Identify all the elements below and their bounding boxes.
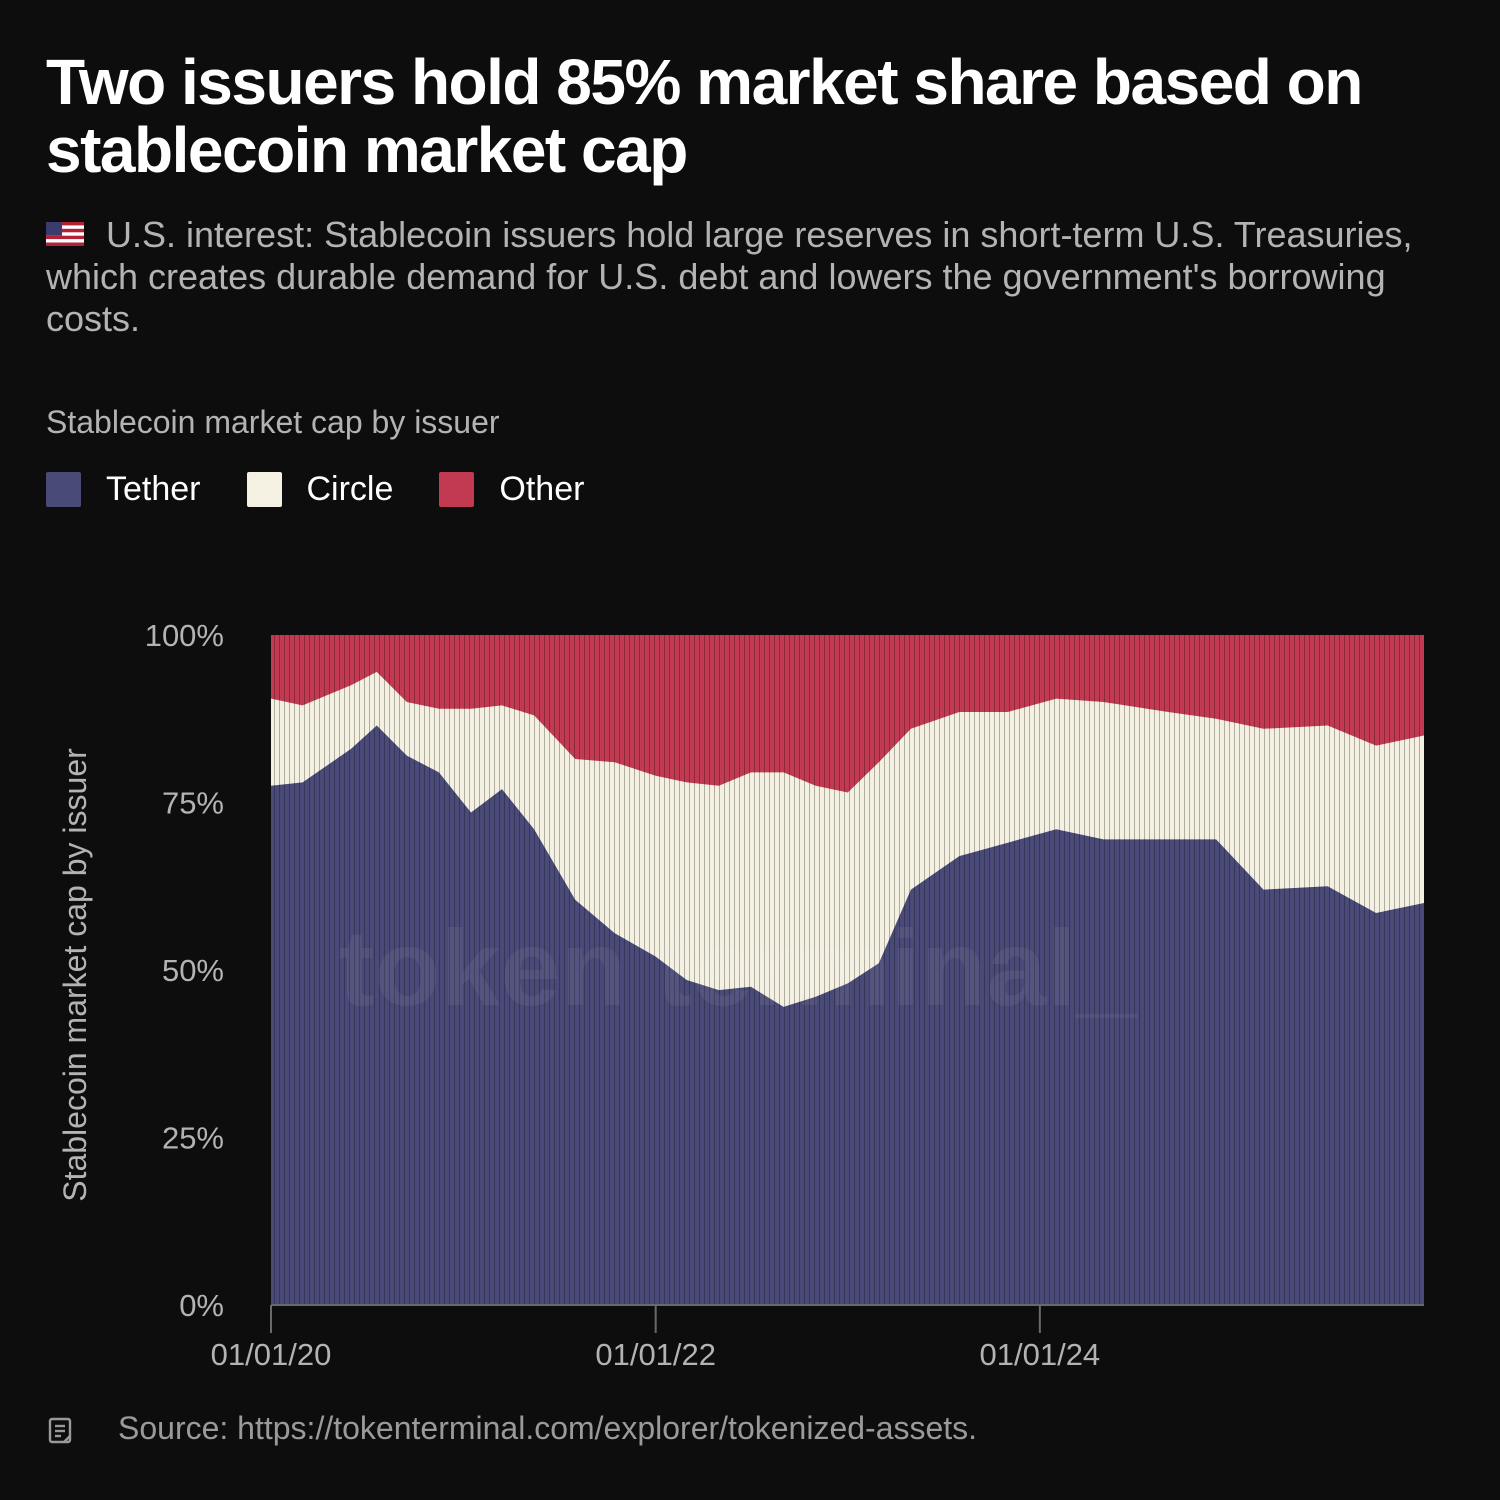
source: Source: https://tokenterminal.com/explor… xyxy=(46,1410,977,1447)
legend-label-tether: Tether xyxy=(106,470,201,508)
legend-label-circle: Circle xyxy=(306,470,394,508)
legend-swatch-other xyxy=(439,472,475,507)
y-tick-label: 100% xyxy=(145,618,224,653)
legend-item-circle: Circle xyxy=(246,470,394,509)
legend-item-other: Other xyxy=(439,470,584,509)
legend: Tether Circle Other xyxy=(46,470,630,509)
watermark: token terminal_ xyxy=(338,907,1138,1028)
x-tick-label: 01/01/24 xyxy=(980,1337,1101,1372)
y-tick-label: 75% xyxy=(162,786,224,821)
legend-swatch-tether xyxy=(46,472,81,507)
us-flag-icon xyxy=(46,222,84,246)
source-text: Source: https://tokenterminal.com/explor… xyxy=(118,1410,978,1446)
subtitle-text: U.S. interest: Stablecoin issuers hold l… xyxy=(46,214,1413,339)
chart-heading: Stablecoin market cap by issuer xyxy=(46,404,500,440)
legend-item-tether: Tether xyxy=(46,470,201,509)
page-title: Two issuers hold 85% market share based … xyxy=(46,46,1363,186)
legend-label-other: Other xyxy=(499,470,585,508)
y-tick-label: 50% xyxy=(162,953,224,988)
x-tick-label: 01/01/20 xyxy=(211,1337,332,1372)
legend-swatch-circle xyxy=(246,472,282,507)
bar-stripe-overlay xyxy=(271,635,1424,1305)
y-axis: 0% 25% 50% 75% 100% xyxy=(145,618,224,1323)
x-tick-label: 01/01/22 xyxy=(595,1337,716,1372)
y-axis-label: Stablecoin market cap by issuer xyxy=(57,748,93,1202)
y-tick-label: 25% xyxy=(162,1121,224,1156)
stacked-area-chart: token terminal_ 0% 25% 50% 75% 100% 01/01/20… xyxy=(57,618,1424,1372)
y-tick-label: 0% xyxy=(179,1288,224,1323)
document-icon xyxy=(48,1417,72,1443)
x-axis: 01/01/20 01/01/22 01/01/24 xyxy=(211,1304,1424,1372)
subtitle: U.S. interest: Stablecoin issuers hold l… xyxy=(46,214,1466,340)
